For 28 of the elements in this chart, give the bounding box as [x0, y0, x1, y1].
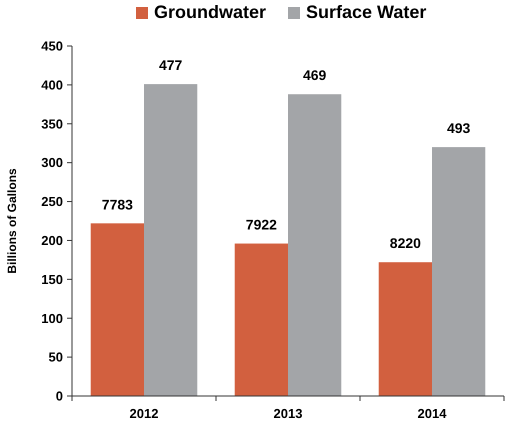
annotation: 7922	[246, 216, 278, 233]
x-tick-label: 2012	[130, 406, 158, 421]
x-tick-label: 2013	[274, 406, 302, 421]
annotation: 469	[302, 67, 327, 84]
annotation: 477	[158, 57, 183, 74]
annotation: 493	[446, 120, 471, 136]
bar	[378, 262, 432, 396]
y-tick-label: 400	[41, 77, 63, 92]
bar	[432, 147, 486, 396]
y-axis-title: Billions of Gallons	[5, 168, 19, 274]
y-tick-label: 150	[41, 272, 63, 287]
bar	[234, 244, 288, 396]
y-tick-label: 50	[48, 350, 63, 365]
legend-label: Groundwater	[154, 2, 266, 22]
y-tick-label: 300	[41, 155, 63, 170]
annotation: 7783	[102, 196, 134, 212]
y-tick-label: 450	[41, 38, 63, 54]
annotation: 8220	[390, 235, 422, 252]
y-tick-label: 350	[41, 116, 63, 132]
y-tick-label: 200	[41, 232, 63, 248]
bar	[144, 84, 198, 396]
bar	[288, 94, 342, 396]
y-tick-label: 100	[41, 310, 63, 326]
x-tick-label: 2014	[418, 406, 448, 421]
legend-label: Surface Water	[306, 2, 426, 22]
y-tick-label: 0	[56, 388, 63, 404]
y-tick-label: 250	[41, 194, 63, 210]
bar	[90, 223, 144, 396]
